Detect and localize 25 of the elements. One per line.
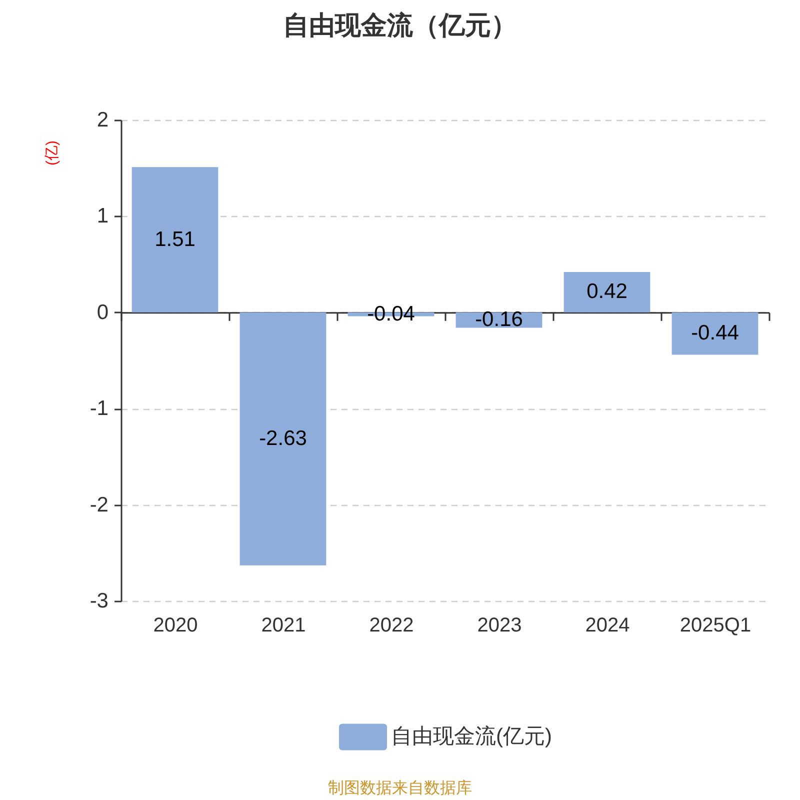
- bar: [132, 167, 218, 312]
- bar: [564, 272, 650, 312]
- y-tick-label: -3: [90, 590, 108, 612]
- y-tick-label: -2: [90, 493, 108, 516]
- data-label: 0.42: [586, 280, 628, 304]
- y-tick-label: 2: [96, 108, 108, 132]
- legend-label: 自由现金流(亿元): [391, 725, 552, 748]
- x-tick-label: 2021: [261, 614, 306, 636]
- data-label: 1.51: [154, 228, 196, 251]
- chart-title: 自由现金流（亿元）: [283, 10, 517, 40]
- x-tick-label: 2025Q1: [680, 614, 752, 636]
- text: 制图数据来自数据库: [327, 779, 473, 799]
- data-label: -2.63: [259, 426, 307, 450]
- data-label: -0.44: [691, 322, 740, 345]
- y-tick-label: 0: [96, 300, 108, 324]
- bar: [240, 312, 326, 566]
- y-tick-label: -1: [90, 397, 108, 420]
- bar: [672, 312, 758, 355]
- x-tick-label: 2024: [585, 614, 630, 636]
- data-label: -0.16: [475, 308, 523, 332]
- y-tick-label: 1: [96, 204, 108, 228]
- x-tick-label: 2022: [369, 614, 414, 636]
- x-tick-label: 2020: [153, 614, 198, 636]
- y-axis-title: (亿): [44, 140, 60, 166]
- x-tick-label: 2023: [477, 614, 522, 636]
